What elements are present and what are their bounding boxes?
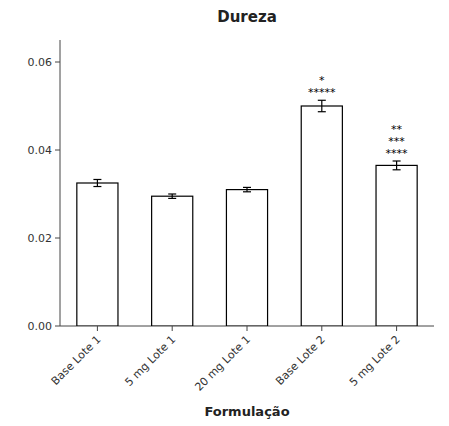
x-tick-label: 5 mg Lote 1 [123, 333, 179, 389]
error-cap [243, 187, 251, 188]
bar [301, 106, 342, 326]
error-stem [246, 187, 247, 191]
error-cap [93, 179, 101, 180]
error-cap [318, 111, 326, 112]
title: Dureza [217, 8, 277, 26]
annotation: **** [386, 147, 409, 160]
x-tick-label: Base Lote 2 [273, 333, 328, 388]
y-tick-label: 0.06 [28, 56, 53, 69]
error-bar [243, 187, 251, 191]
x-tick [321, 326, 322, 331]
error-cap [393, 169, 401, 170]
y-tick [55, 62, 60, 63]
y-tick-label: 0.02 [28, 232, 53, 245]
chart: Dureza 0.00 0.02 0.04 0.06 Base Lote 1 5 mg Lo… [0, 0, 449, 426]
error-cap [393, 160, 401, 161]
error-bar [93, 179, 101, 186]
x-tick-label: Base Lote 1 [49, 333, 104, 388]
error-stem [172, 194, 173, 198]
y-axis-line [60, 40, 61, 326]
x-tick-label: 20 mg Lote 1 [192, 333, 253, 394]
error-stem [321, 100, 322, 111]
error-stem [97, 179, 98, 186]
bar [77, 183, 118, 326]
error-cap [318, 100, 326, 101]
error-cap [243, 191, 251, 192]
bars [77, 100, 417, 326]
error-bar [318, 100, 326, 111]
error-cap [168, 193, 176, 194]
x-label: Formulação [204, 404, 289, 419]
error-stem [396, 161, 397, 170]
x-tick [97, 326, 98, 331]
x-tick [172, 326, 173, 331]
y-tick [55, 238, 60, 239]
x-tick [396, 326, 397, 331]
annotation: ***** [308, 86, 336, 99]
error-cap [168, 198, 176, 199]
bar [226, 190, 267, 326]
bar [376, 165, 417, 326]
y-tick [55, 326, 60, 327]
bar [152, 196, 193, 326]
error-bar [393, 161, 401, 170]
x-tick [247, 326, 248, 331]
y-tick-label: 0.04 [28, 144, 53, 157]
x-tick-label: 5 mg Lote 2 [347, 333, 403, 389]
error-cap [93, 186, 101, 187]
y-tick-label: 0.00 [28, 320, 53, 333]
error-bar [168, 194, 176, 198]
y-tick [55, 150, 60, 151]
